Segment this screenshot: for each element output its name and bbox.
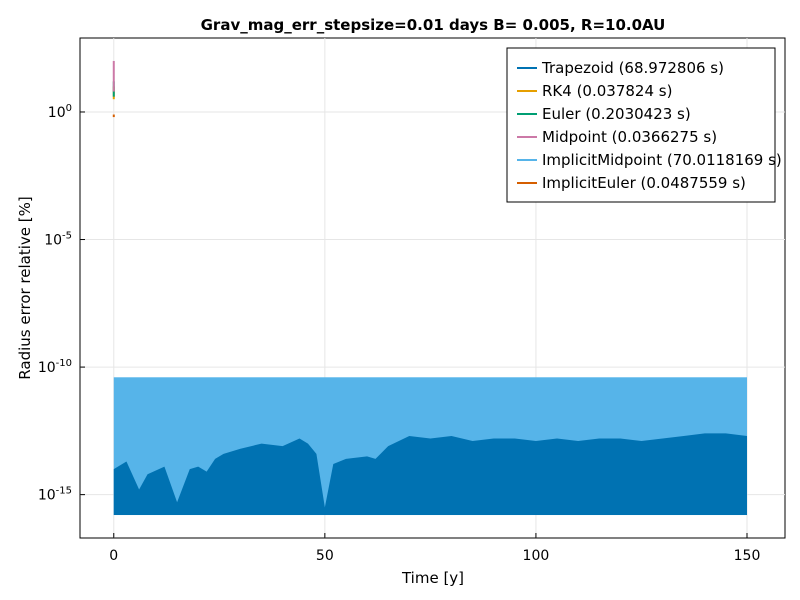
y-tick-exponent: -5 <box>62 231 72 242</box>
legend-label: Midpoint (0.0366275 s) <box>542 128 717 146</box>
y-tick-base: 10 <box>38 360 56 376</box>
x-ticks: 0 50 100 150 <box>109 533 760 564</box>
legend-box <box>506 47 776 203</box>
x-tick-label: 50 <box>316 548 334 564</box>
y-tick-base: 10 <box>44 233 62 249</box>
y-tick-exponent: -15 <box>56 486 72 497</box>
legend-label: Euler (0.2030423 s) <box>542 105 691 123</box>
series-trapezoid-area <box>113 433 748 516</box>
x-tick-label: 100 <box>523 548 550 564</box>
legend-label: ImplicitEuler (0.0487559 s) <box>542 174 746 192</box>
legend-label: Trapezoid (68.972806 s) <box>541 59 724 77</box>
x-tick-label: 150 <box>734 548 761 564</box>
y-tick-label: 100 <box>48 103 72 121</box>
plot-frame <box>79 37 786 539</box>
y-tick-label: 10-5 <box>44 231 72 249</box>
plot-data <box>112 60 748 516</box>
y-tick-label: 10-10 <box>38 358 72 376</box>
legend: Trapezoid (68.972806 s) RK4 (0.037824 s) E… <box>506 47 782 203</box>
legend-label: RK4 (0.037824 s) <box>542 82 672 100</box>
y-tick-exponent: 0 <box>66 103 72 114</box>
legend-label: ImplicitMidpoint (70.0118169 s) <box>542 151 782 169</box>
y-tick-label: 10-15 <box>38 486 72 504</box>
x-tick-label: 0 <box>109 548 118 564</box>
x-axis-label: Time [y] <box>401 569 464 587</box>
y-tick-exponent: -10 <box>56 358 72 369</box>
chart-title: Grav_mag_err_stepsize=0.01 days B= 0.005… <box>201 16 666 34</box>
y-tick-base: 10 <box>38 488 56 504</box>
y-axis-label: Radius error relative [%] <box>16 196 34 379</box>
y-tick-base: 10 <box>48 105 66 121</box>
